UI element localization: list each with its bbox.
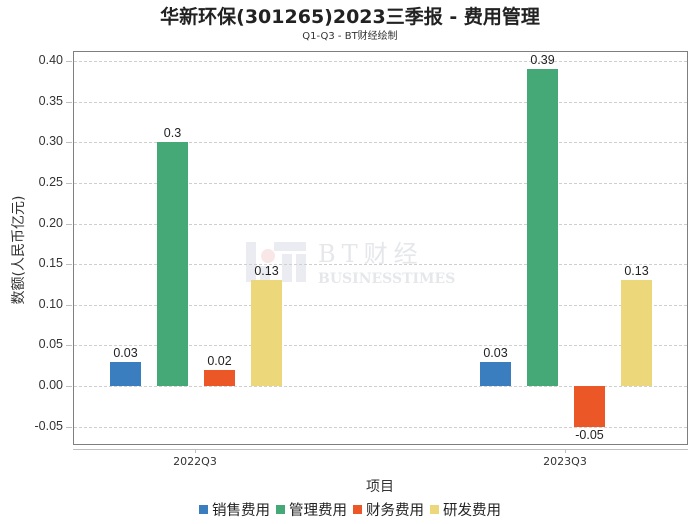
bar-value-label: 0.39 [530, 53, 555, 68]
bar-value-label: 0.3 [163, 126, 182, 141]
x-axis-title: 项目 [366, 479, 394, 495]
y-tick-label: 0.35 [38, 94, 63, 108]
gridline [74, 142, 687, 143]
y-tick-label: 0.40 [38, 53, 63, 67]
legend-label: 研发费用 [443, 503, 501, 519]
bar-财务费用-2022Q3[interactable] [204, 369, 235, 386]
y-tick [66, 264, 72, 265]
y-tick-label: 0.20 [38, 216, 63, 230]
bar-value-label: 0.03 [113, 345, 138, 360]
y-tick [66, 386, 72, 387]
legend-label: 财务费用 [366, 503, 424, 519]
legend-item-研发费用[interactable]: 研发费用 [430, 499, 501, 520]
y-tick-label: -0.05 [34, 419, 64, 433]
y-tick [66, 345, 72, 346]
bar-value-label: -0.05 [575, 427, 604, 442]
bar-研发费用-2023Q3[interactable] [621, 280, 652, 386]
y-tick-label: 0.30 [38, 134, 63, 148]
bar-销售费用-2023Q3[interactable] [480, 361, 511, 386]
chart-title: 华新环保(301265)2023三季报 - 费用管理 [160, 6, 540, 28]
legend-swatch-icon [199, 505, 208, 514]
x-tick [195, 449, 196, 453]
legend-label: 销售费用 [212, 503, 270, 519]
y-tick-label: 0.10 [38, 297, 63, 311]
plot-area [73, 51, 688, 445]
bar-研发费用-2022Q3[interactable] [251, 280, 282, 386]
x-tick [565, 449, 566, 453]
gridline [74, 61, 687, 62]
legend-label: 管理费用 [289, 503, 347, 519]
gridline [74, 427, 687, 428]
bar-value-label: 0.02 [207, 353, 232, 368]
gridline [74, 386, 687, 387]
y-tick [66, 61, 72, 62]
x-tick-label: 2023Q3 [543, 455, 587, 468]
legend: 销售费用 管理费用 财务费用 研发费用 [0, 499, 700, 520]
y-tick-label: 0.15 [38, 256, 63, 270]
y-tick-label: 0.25 [38, 175, 63, 189]
bar-财务费用-2023Q3[interactable] [574, 386, 605, 427]
legend-swatch-icon [276, 505, 285, 514]
bar-管理费用-2023Q3[interactable] [527, 69, 558, 386]
x-axis-line [73, 449, 688, 450]
y-tick [66, 142, 72, 143]
bar-value-label: 0.03 [483, 345, 508, 360]
legend-item-管理费用[interactable]: 管理费用 [276, 499, 347, 520]
legend-swatch-icon [430, 505, 439, 514]
gridline [74, 224, 687, 225]
y-tick [66, 102, 72, 103]
gridline [74, 305, 687, 306]
gridline [74, 345, 687, 346]
legend-item-销售费用[interactable]: 销售费用 [199, 499, 270, 520]
legend-swatch-icon [353, 505, 362, 514]
y-tick [66, 305, 72, 306]
x-tick-label: 2022Q3 [173, 455, 217, 468]
y-tick [66, 183, 72, 184]
y-tick [66, 427, 72, 428]
chart-subtitle: Q1-Q3 - BT财经绘制 [302, 31, 398, 42]
legend-item-财务费用[interactable]: 财务费用 [353, 499, 424, 520]
bar-管理费用-2022Q3[interactable] [157, 142, 188, 386]
bar-value-label: 0.13 [624, 264, 649, 279]
bar-销售费用-2022Q3[interactable] [110, 361, 141, 386]
bar-value-label: 0.13 [254, 264, 279, 279]
y-tick [66, 224, 72, 225]
gridline [74, 102, 687, 103]
y-tick-label: 0.05 [38, 337, 63, 351]
y-tick-label: 0.00 [38, 378, 63, 392]
gridline [74, 264, 687, 265]
gridline [74, 183, 687, 184]
